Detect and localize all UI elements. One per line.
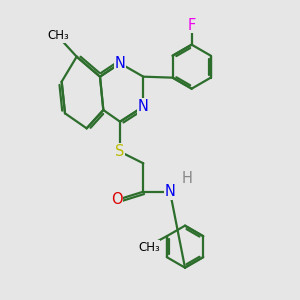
Text: N: N xyxy=(165,184,176,199)
Text: N: N xyxy=(115,56,125,71)
Text: S: S xyxy=(115,144,125,159)
Text: CH₃: CH₃ xyxy=(47,29,69,42)
Text: N: N xyxy=(138,99,149,114)
Text: F: F xyxy=(188,17,196,32)
Text: H: H xyxy=(181,171,192,186)
Text: O: O xyxy=(111,193,122,208)
Text: CH₃: CH₃ xyxy=(138,241,160,254)
